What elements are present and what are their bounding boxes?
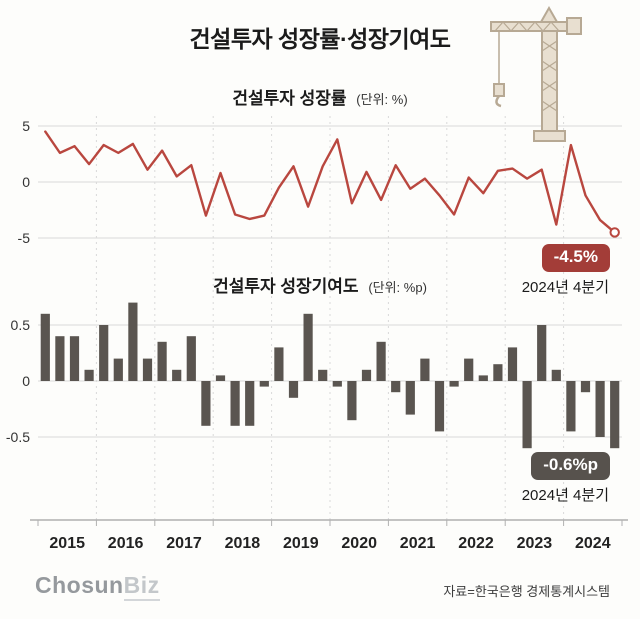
bar-chart-unit-label: (단위: %p) [368, 280, 427, 295]
crane-illustration [490, 6, 582, 142]
svg-text:2022: 2022 [458, 535, 494, 552]
data-source-text: 자료=한국은행 경제통계시스템 [443, 584, 610, 599]
x-axis: 2015 2016 2017 2018 2019 2020 2021 2022 2023 2024 [30, 519, 628, 552]
svg-text:2023: 2023 [517, 535, 553, 552]
logo-part-biz: Biz [123, 572, 160, 601]
svg-text:0: 0 [22, 174, 30, 190]
growth-line-series [44, 130, 620, 238]
y-axis-tick-labels: 5 0 -5 0.5 0 -0.5 [6, 118, 30, 445]
page-title: 건설투자 성장률·성장기여도 [189, 26, 451, 52]
svg-text:0: 0 [22, 373, 30, 389]
logo-part-chosun: Chosun [35, 572, 124, 598]
line-chart-unit-label: (단위: %) [356, 92, 408, 107]
gridlines [38, 116, 622, 520]
svg-text:2015: 2015 [49, 535, 85, 552]
bar-chart-subtitle: 건설투자 성장기여도 (단위: %p) [0, 272, 640, 297]
bar-end-caption: 2024년 4분기 [521, 487, 609, 504]
svg-text:2018: 2018 [225, 535, 261, 552]
contribution-bars [40, 302, 620, 449]
bar-chart-title: 건설투자 성장기여도 [213, 277, 359, 296]
svg-text:-0.5: -0.5 [6, 429, 30, 445]
line-chart-subtitle: 건설투자 성장률 (단위: %) [0, 84, 640, 109]
line-end-value-badge: -4.5% [541, 244, 610, 273]
line-end-caption: 2024년 4분기 [521, 279, 609, 296]
svg-text:2019: 2019 [283, 535, 319, 552]
svg-text:0.5: 0.5 [11, 317, 31, 333]
svg-text:2020: 2020 [341, 535, 377, 552]
svg-text:2021: 2021 [400, 535, 436, 552]
bar-end-value-badge: -0.6%p [531, 452, 610, 481]
chosunbiz-logo: ChosunBiz [35, 572, 160, 601]
svg-text:5: 5 [22, 118, 30, 134]
svg-text:2024: 2024 [575, 535, 611, 552]
svg-text:2016: 2016 [108, 535, 144, 552]
line-chart-title: 건설투자 성장률 [232, 89, 347, 108]
svg-text:2017: 2017 [166, 535, 202, 552]
svg-text:-5: -5 [18, 230, 31, 246]
